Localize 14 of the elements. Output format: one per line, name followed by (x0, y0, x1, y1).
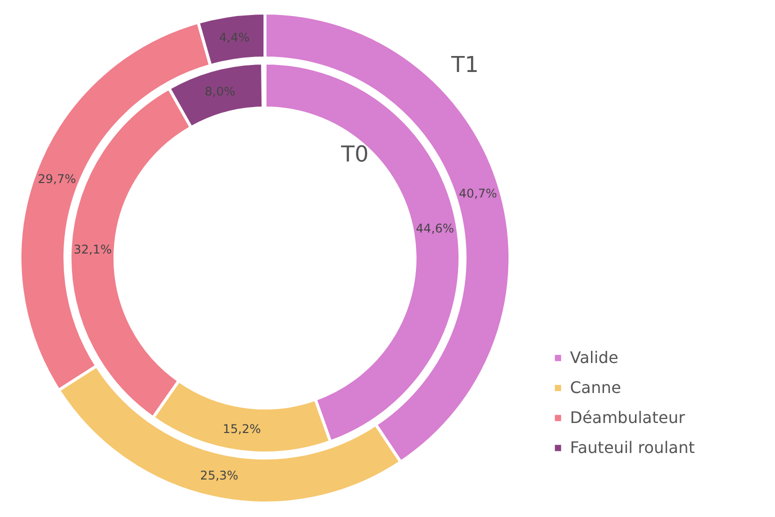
data-label: 15,2% (222, 422, 261, 436)
data-label: 25,3% (200, 468, 238, 483)
slice-label: T1 (450, 52, 479, 78)
legend-label: Fauteuil roulant (570, 438, 695, 457)
data-label: 4,4% (219, 30, 250, 45)
data-label: 40,7% (458, 186, 498, 201)
legend-label: Valide (570, 348, 618, 367)
slice-label: T0 (340, 142, 369, 168)
data-label: 32,1% (74, 242, 112, 257)
data-label: 29,7% (38, 172, 76, 186)
data-label: 8,0% (204, 84, 236, 98)
data-label: 44,6% (416, 222, 454, 236)
legend-label: Canne (570, 378, 622, 397)
legend-label: Déambulateur (570, 408, 686, 427)
